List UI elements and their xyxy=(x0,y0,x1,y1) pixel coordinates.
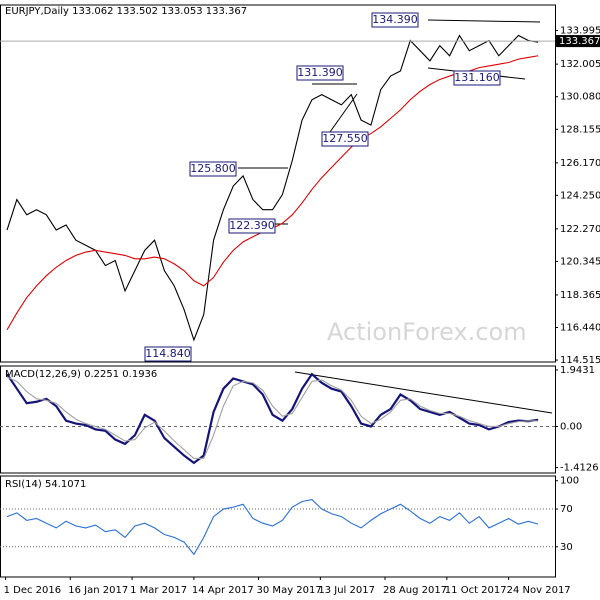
y-tick-label: 30 xyxy=(560,542,573,553)
y-tick-label: 70 xyxy=(560,504,573,515)
series-line xyxy=(6,376,539,460)
annotation: 125.800 xyxy=(190,162,236,175)
annotation: 127.550 xyxy=(322,132,368,145)
y-tick-label: 130.080 xyxy=(560,92,600,103)
panel-frame xyxy=(0,475,556,578)
y-tick-label: -1.4126 xyxy=(560,463,599,474)
header: EURJPY,Daily 133.062 133.502 133.053 133… xyxy=(5,6,247,17)
x-tick-label: 30 May 2017 xyxy=(257,585,322,596)
x-tick-label: 11 Oct 2017 xyxy=(445,585,507,596)
y-tick-label: 126.170 xyxy=(560,158,600,169)
header-field: 133.502 xyxy=(117,6,158,17)
x-tick-label: 1 Mar 2017 xyxy=(130,585,187,596)
header-field: 133.062 xyxy=(72,6,113,17)
x-tick-label: 16 Jan 2017 xyxy=(68,585,128,596)
header-field: 133.053 xyxy=(161,6,202,17)
header-field: 133.367 xyxy=(206,6,247,17)
annotation: 134.390 xyxy=(372,13,418,26)
y-tick-label: 132.005 xyxy=(560,59,600,70)
y-tick-label: 118.365 xyxy=(560,290,600,301)
annotation-box xyxy=(371,12,419,28)
annotation: 122.390 xyxy=(229,219,275,232)
x-tick-label: 14 Apr 2017 xyxy=(192,585,254,596)
annotation-box xyxy=(228,218,276,234)
series-line xyxy=(6,372,539,465)
x-tick-label: 1 Dec 2016 xyxy=(4,585,62,596)
watermark: ActionForex.com xyxy=(327,318,527,346)
panel-frame xyxy=(0,365,556,474)
header-field: EURJPY,Daily xyxy=(5,6,69,17)
annotation-box xyxy=(144,346,192,362)
x-tick-label: 13 Jul 2017 xyxy=(318,585,375,596)
annotation: 131.390 xyxy=(297,66,343,79)
annotation: 114.840 xyxy=(145,347,191,360)
panel-title: MACD(12,26,9) 0.2251 0.1936 xyxy=(5,369,157,380)
annotation-box xyxy=(296,65,344,81)
y-tick-label: 114.515 xyxy=(560,355,600,366)
x-tick-label: 28 Aug 2017 xyxy=(383,585,447,596)
y-tick-label: 1.9431 xyxy=(560,365,595,376)
y-tick-label: 124.250 xyxy=(560,190,600,201)
y-tick-label: 122.270 xyxy=(560,224,600,235)
annotation-box xyxy=(321,131,369,147)
annotation-box xyxy=(189,161,237,177)
x-tick-label: 24 Nov 2017 xyxy=(507,585,571,596)
annotation-box xyxy=(453,70,501,86)
last-price-label: 133.367 xyxy=(559,36,600,47)
y-tick-label: 0.00 xyxy=(560,421,582,432)
panel-frame xyxy=(0,4,556,363)
y-tick-label: 128.155 xyxy=(560,124,600,135)
annotation: 131.160 xyxy=(454,71,500,84)
series-line xyxy=(6,499,539,556)
y-tick-label: 116.440 xyxy=(560,322,600,333)
y-tick-label: 100 xyxy=(560,476,579,487)
panel-title: RSI(14) 54.1071 xyxy=(5,479,86,490)
y-tick-label: 133.995 xyxy=(560,25,600,36)
y-tick-label: 120.345 xyxy=(560,256,600,267)
last-price-tag xyxy=(556,35,600,48)
